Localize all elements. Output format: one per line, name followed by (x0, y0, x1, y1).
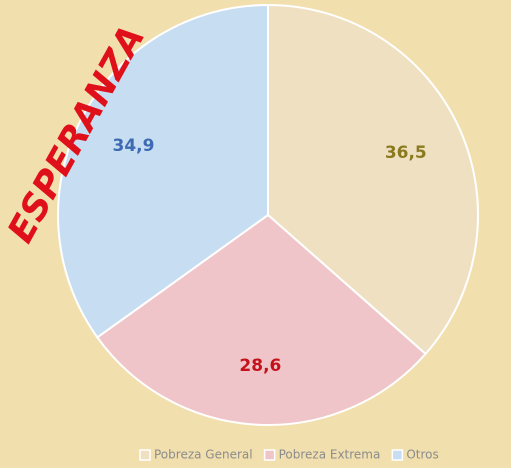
pie-slice (267, 3, 479, 356)
legend-label: Pobreza General (154, 448, 253, 462)
pie-slice (57, 3, 269, 339)
data-label: 34,9 (113, 136, 155, 156)
legend-label: Pobreza Extrema (279, 448, 381, 462)
legend-label: Otros (406, 448, 438, 462)
legend-swatch (139, 449, 151, 461)
pie (57, 3, 479, 426)
legend-swatch (391, 449, 404, 461)
data-label: 28,6 (239, 356, 281, 376)
pie-slice (95, 213, 427, 426)
data-label: 36,5 (385, 143, 427, 163)
legend-swatch (263, 449, 276, 461)
